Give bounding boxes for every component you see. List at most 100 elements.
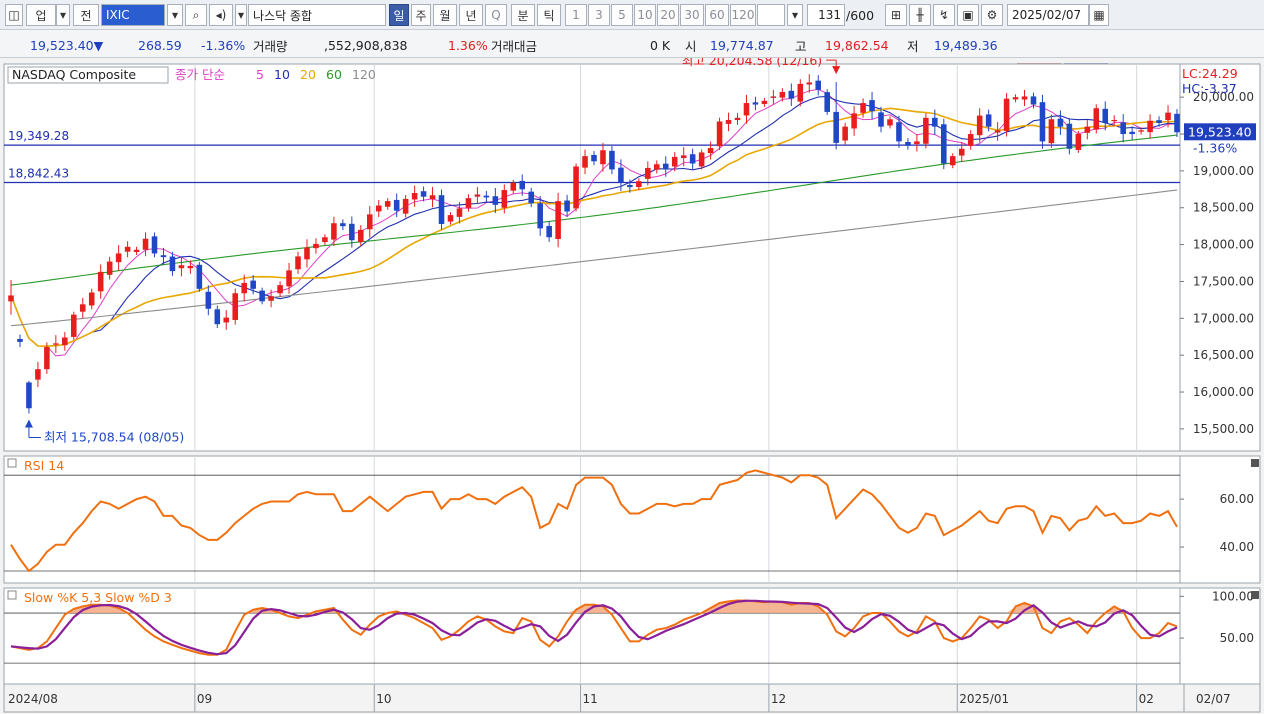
candle-body — [824, 92, 830, 112]
candle-body — [178, 265, 185, 269]
candle-body — [645, 167, 651, 179]
candle-body — [1048, 119, 1055, 144]
volume-ratio: 1.36% — [448, 37, 488, 53]
x-tick-label: 10 — [376, 692, 391, 706]
tab-quarter[interactable]: Q — [485, 4, 507, 26]
candle-body — [375, 205, 382, 212]
x-tick-label: 2025/01 — [959, 692, 1009, 706]
stock-chart[interactable]: 2024/08 09 10 11 12 2025/01 02 02/07 15,500.00 16… — [0, 58, 1264, 714]
candle-type-icon[interactable]: ╫ — [909, 4, 931, 26]
candle-body — [322, 237, 328, 243]
candle-body — [941, 124, 947, 164]
candle-body — [358, 229, 364, 242]
ma20-line — [10, 107, 1178, 348]
y-tick-label: 18,000.00 — [1193, 238, 1254, 252]
tab-week[interactable]: 주 — [411, 4, 431, 26]
tab-year[interactable]: 년 — [459, 4, 483, 26]
candle-body — [967, 134, 974, 146]
candle-body — [393, 199, 400, 211]
tab-tick[interactable]: 틱 — [537, 4, 561, 26]
interval-1[interactable]: 1 — [565, 4, 587, 26]
candle-body — [277, 285, 283, 294]
candle-body — [994, 130, 1001, 133]
date-input[interactable]: 2025/02/07 — [1007, 4, 1089, 26]
chevron-down-icon[interactable]: ▾ — [235, 4, 247, 26]
count-total: /600 — [846, 7, 875, 23]
candle-body — [860, 103, 866, 113]
gear-icon[interactable]: ⚙ — [981, 4, 1003, 26]
indicator-icon[interactable]: ↯ — [933, 4, 955, 26]
y-tick-label: 15,500.00 — [1193, 422, 1254, 436]
candle-body — [402, 198, 409, 214]
chevron-down-icon[interactable]: ▾ — [56, 4, 70, 26]
tab-month[interactable]: 월 — [433, 4, 457, 26]
speaker-icon[interactable]: ◂) — [209, 4, 233, 26]
search-icon[interactable]: ⌕ — [185, 4, 207, 26]
candle-body — [223, 317, 230, 323]
symbol-code-input[interactable]: IXIC — [101, 4, 165, 26]
stoch-panel-icon — [7, 590, 17, 600]
lc-label: LC:24.29 — [1182, 66, 1238, 81]
candle-body — [492, 196, 499, 205]
window-icon[interactable]: ◫ — [5, 4, 23, 26]
candle-body — [878, 112, 884, 127]
interval-60[interactable]: 60 — [705, 4, 729, 26]
interval-5[interactable]: 5 — [611, 4, 633, 26]
tab-day[interactable]: 일 — [389, 4, 409, 26]
rsi-y-tick-label: 60.00 — [1220, 492, 1254, 506]
max-label: 최고 20,204.58 (12/16) — [682, 58, 822, 68]
interval-120[interactable]: 120 — [730, 4, 756, 26]
interval-3[interactable]: 3 — [588, 4, 610, 26]
interval-20[interactable]: 20 — [657, 4, 679, 26]
candle-body — [62, 337, 68, 346]
candle-body — [349, 223, 355, 241]
high-value: 19,862.54 — [825, 37, 889, 53]
candle-body — [340, 223, 346, 227]
chevron-down-icon[interactable]: ▾ — [167, 4, 183, 26]
stoch-y-tick-label: 50.00 — [1220, 631, 1254, 645]
candle-body — [609, 150, 615, 170]
x-axis-band — [3, 683, 1261, 713]
interval-30[interactable]: 30 — [680, 4, 704, 26]
ma60-line — [10, 134, 1178, 286]
candle-body — [79, 304, 86, 312]
low-label: 저 — [907, 38, 919, 54]
legend-ma20: 20 — [300, 67, 316, 82]
interval-custom-input[interactable] — [757, 4, 785, 26]
ma120-line — [10, 189, 1178, 327]
candle-body — [707, 148, 714, 154]
interval-10[interactable]: 10 — [634, 4, 656, 26]
rsi-y-tick-label: 40.00 — [1220, 540, 1254, 554]
stoch-label: Slow %K 5,3 Slow %D 3 — [24, 590, 172, 605]
candle-body — [169, 256, 176, 272]
current-price: 19,523.40▼ — [30, 37, 104, 53]
candle-body — [17, 338, 23, 342]
chevron-down-icon[interactable]: ▾ — [787, 4, 803, 26]
candle-body — [304, 247, 310, 260]
candle-body — [313, 243, 319, 249]
candle-body — [887, 119, 893, 126]
candle-body — [555, 201, 561, 239]
calendar-icon[interactable]: ▦ — [1089, 4, 1109, 26]
market-type-select[interactable]: 업 — [26, 4, 56, 26]
candle-body — [716, 121, 723, 147]
count-input[interactable]: 131 — [807, 4, 845, 26]
candle-body — [851, 113, 857, 129]
slowk-line — [10, 599, 1178, 656]
candle-body — [537, 203, 543, 229]
save-icon[interactable]: ▣ — [957, 4, 979, 26]
low-value: 19,489.36 — [934, 37, 998, 53]
prev-button[interactable]: 전 — [73, 4, 99, 26]
candle-body — [250, 280, 256, 289]
candle-body — [689, 154, 696, 164]
tab-minute[interactable]: 분 — [511, 4, 535, 26]
symbol-name-field[interactable]: 나스닥 종합 — [248, 4, 386, 26]
candle-body — [196, 264, 203, 289]
candle-body — [331, 223, 337, 240]
compare-icon[interactable]: ⊞ — [885, 4, 907, 26]
candle-body — [1057, 118, 1064, 127]
candle-body — [958, 148, 965, 156]
candle-body — [806, 82, 813, 85]
candle-body — [905, 141, 911, 146]
candle-body — [1003, 98, 1010, 131]
